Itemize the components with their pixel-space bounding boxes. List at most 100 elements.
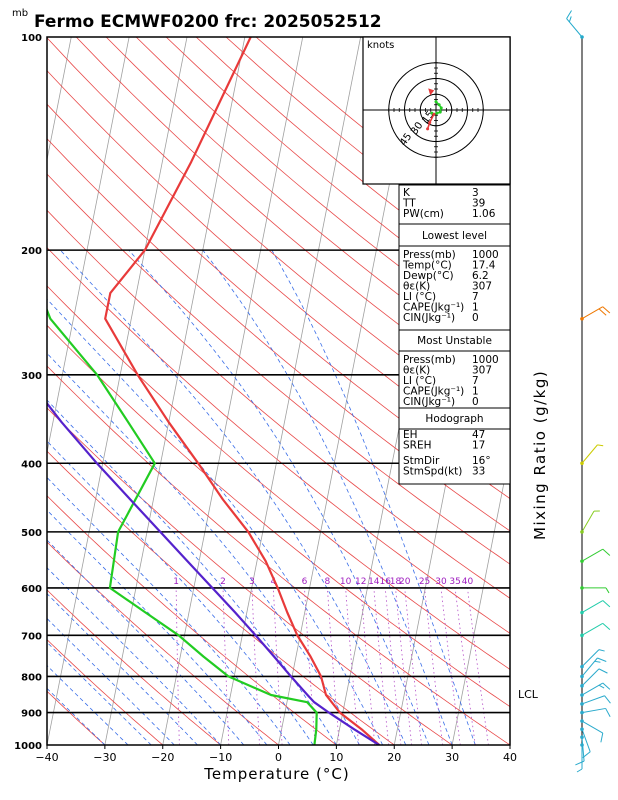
index-value: 1000 [472, 249, 499, 261]
wind-barb-shaft [581, 649, 600, 667]
wind-barb [580, 548, 611, 563]
wind-barb-flag [602, 306, 611, 314]
mixing-ratio-label: 14 [368, 577, 380, 587]
wind-barb-flag [602, 548, 611, 556]
mixing-ratio-line [327, 587, 340, 745]
wind-barb-shaft [581, 510, 595, 533]
wind-barb [580, 695, 611, 706]
mixing-ratio-line [175, 587, 180, 745]
index-value: 7 [472, 291, 479, 303]
index-label: StmSpd(kt) [403, 466, 462, 478]
moist-adiabat-line [47, 352, 360, 745]
isotherms [47, 37, 510, 745]
isotherm-line [509, 742, 510, 745]
wind-barb-shaft [581, 682, 604, 696]
lowest-level-box [398, 223, 511, 331]
index-value: 307 [472, 281, 492, 293]
wind-barb [575, 735, 585, 766]
index-value: 307 [472, 365, 492, 377]
pressure-unit-label: mb [12, 8, 28, 19]
index-label: PW(cm) [403, 208, 444, 220]
temperature-tick-label: −30 [93, 751, 116, 764]
isotherm-line [47, 37, 130, 455]
mixing-ratio-label: 16 [380, 577, 392, 587]
index-label: θε(K) [403, 281, 430, 293]
index-section-title: Lowest level [422, 230, 487, 242]
index-value: 16° [472, 455, 491, 467]
dry-adiabat-line [47, 103, 510, 500]
mixing-ratio-label: 10 [340, 577, 352, 587]
index-label: TT [402, 198, 416, 210]
dry-adiabat-line [47, 541, 279, 745]
wind-barb-flag [602, 622, 611, 630]
pressure-tick-label: 500 [21, 528, 42, 539]
index-section-title: Most Unstable [417, 335, 492, 347]
wind-barb-flag [605, 587, 610, 594]
hodograph-point [438, 110, 442, 114]
wind-barb-shaft [581, 622, 604, 636]
wind-barb-shaft [581, 707, 606, 714]
moist-adiabat-line [47, 298, 384, 745]
wind-barb [566, 10, 584, 39]
moist-adiabat-line [47, 476, 291, 745]
hodograph-point [428, 121, 432, 125]
dry-adiabat-line [47, 285, 510, 670]
profile-lines [47, 37, 380, 745]
wind-barb [576, 743, 584, 773]
wind-barb [580, 306, 611, 321]
wind-barb-shaft [581, 657, 598, 677]
wind-barb [580, 649, 605, 669]
wind-barb [580, 600, 611, 615]
dewpoint-profile-line [47, 307, 318, 745]
wind-barb-shaft [581, 306, 604, 320]
temperature-tick-label: −20 [151, 751, 174, 764]
index-value: 0 [472, 396, 479, 408]
wind-barb [580, 682, 611, 697]
storm-motion-marker [428, 88, 435, 96]
temperature-profile-line [104, 37, 380, 745]
moist-adiabat-line [47, 440, 314, 745]
dry-adiabat-line [75, 37, 510, 407]
pressure-tick-labels: 100 200 300 400 500 600 700 800 900 1000 [14, 33, 42, 752]
wind-barb-flag [602, 600, 611, 608]
index-value: 0 [472, 312, 479, 324]
temperature-tick-label: −10 [209, 751, 232, 764]
mixing-ratio-axis-label: Mixing Ratio (g/kg) [531, 370, 549, 540]
index-value: 3 [472, 187, 479, 199]
wind-barb-flag [582, 751, 591, 759]
most-unstable-box [398, 329, 511, 409]
mixing-ratio-label: 20 [399, 577, 411, 587]
hodograph-point [434, 100, 438, 104]
isotherm-line [104, 37, 246, 745]
hodograph-point [437, 103, 441, 107]
x-axis-label: Temperature (°C) [203, 765, 349, 783]
hodograph-point [426, 127, 430, 131]
wind-barb-shaft [581, 729, 591, 752]
wind-barb-flag [604, 695, 611, 704]
mixing-ratio-label: 30 [435, 577, 447, 587]
wind-barb [580, 586, 610, 594]
chart-title: Fermo ECMWF0200 frc: 2025052512 [34, 12, 382, 32]
wind-barb-flag [598, 308, 607, 316]
mixing-ratio-line [251, 587, 260, 745]
wind-barb-shaft [581, 668, 600, 687]
wind-barb-column [566, 10, 611, 773]
wind-barb-flag [566, 10, 572, 19]
index-label: Press(mb) [403, 354, 456, 366]
parcel-profile-line [47, 401, 380, 745]
wind-barb-shaft [581, 695, 605, 705]
wind-barb [580, 657, 607, 679]
index-value: 17.4 [472, 260, 496, 272]
mixing-ratio-label: 1 [173, 577, 179, 587]
pressure-tick-label: 1000 [14, 741, 42, 752]
index-value: 1 [472, 386, 479, 398]
wind-barb-shaft [581, 720, 604, 734]
dry-adiabat-line [47, 690, 106, 745]
pressure-tick-label: 700 [21, 631, 42, 642]
mixing-ratio-label: 8 [324, 577, 330, 587]
wind-barb-shaft [581, 548, 604, 562]
wind-barb [580, 622, 611, 638]
temperature-tick-label: 30 [445, 751, 459, 764]
mixing-ratio-label: 35 [449, 577, 460, 587]
